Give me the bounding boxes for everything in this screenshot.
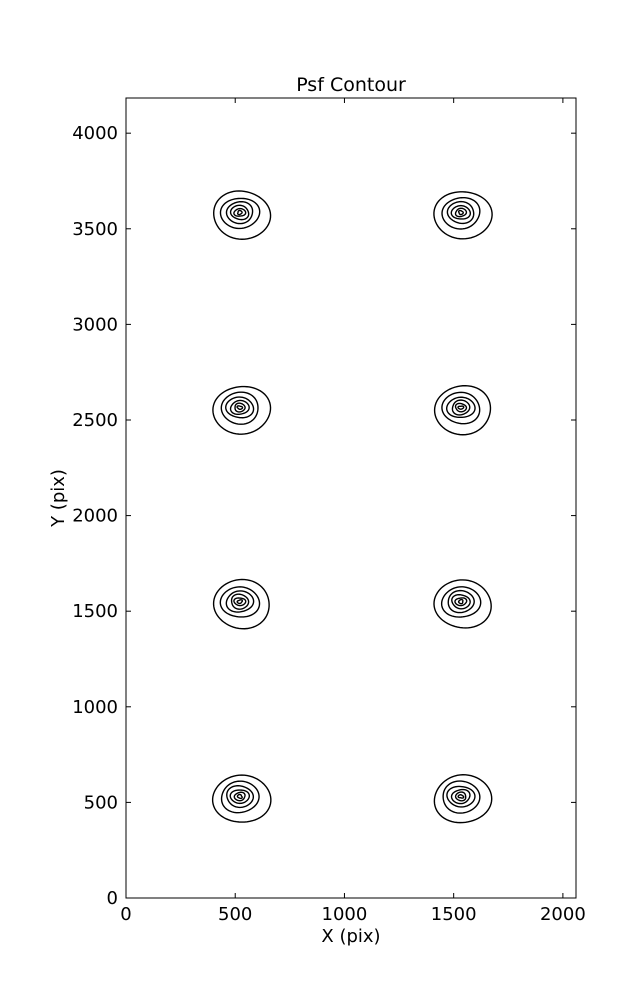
y-tick-label: 4000 (72, 123, 118, 144)
contour-ring (451, 399, 471, 416)
contour-ring (236, 599, 244, 605)
contour-ring (440, 586, 482, 618)
contour-ring (236, 209, 243, 216)
contour-ring (454, 597, 468, 607)
x-tick-label: 2000 (540, 904, 586, 925)
contour-ring (233, 207, 247, 217)
y-tick-label: 2000 (72, 506, 118, 527)
contour-ring (212, 190, 272, 240)
contour-ring (445, 396, 476, 419)
contour-ring (229, 399, 250, 416)
contour-ring (451, 594, 471, 610)
contour-ring (212, 385, 272, 435)
y-tick-label: 3000 (72, 314, 118, 335)
y-tick-label: 2500 (72, 410, 118, 431)
contour-ring (220, 391, 259, 425)
psf-contour-group (212, 578, 270, 630)
contour-ring (219, 197, 261, 230)
contour-ring (441, 196, 481, 230)
contour-ring (447, 589, 475, 614)
contour-ring (433, 774, 493, 824)
y-tick-label: 1500 (72, 601, 118, 622)
contour-ring (225, 200, 254, 225)
contour-ring (433, 384, 492, 436)
psf-contour-group (212, 190, 272, 240)
contour-ring (236, 793, 243, 800)
contour-ring (229, 204, 250, 221)
x-tick-label: 0 (120, 904, 131, 925)
x-axis-label: X (pix) (321, 926, 381, 947)
contour-ring (441, 391, 481, 425)
contour-ring (457, 405, 465, 410)
contour-ring (454, 791, 467, 802)
plot-title: Psf Contour (296, 74, 406, 96)
y-tick-label: 1000 (72, 697, 118, 718)
contour-ring (225, 396, 255, 419)
contour-ring (234, 402, 246, 413)
x-tick-label: 1000 (322, 904, 368, 925)
y-tick-label: 0 (107, 888, 118, 909)
contour-ring (454, 207, 468, 218)
y-axis-label-text: Y (pix) (48, 469, 69, 527)
contour-ring (230, 593, 250, 610)
psf-contour-group (433, 384, 492, 436)
plot-border (125, 97, 577, 899)
contour-ring (212, 578, 270, 630)
contour-ring (220, 780, 260, 814)
psf-contour-group (433, 774, 493, 824)
contour-ring (433, 191, 493, 240)
psf-contour-group (212, 385, 272, 435)
psf-contour-group (433, 579, 492, 629)
x-tick-label: 500 (218, 904, 252, 925)
contour-ring (454, 402, 468, 413)
contour-ring (450, 204, 472, 220)
psf-contour-group (433, 191, 493, 240)
contour-ring (233, 791, 246, 802)
y-tick-label: 3500 (72, 219, 118, 240)
x-tick-label: 1500 (431, 904, 477, 925)
contour-ring (233, 597, 247, 607)
contour-ring (446, 200, 475, 225)
contour-ring (433, 579, 492, 629)
contour-ring (236, 405, 244, 411)
contour-ring (225, 590, 255, 613)
contour-ring (219, 586, 261, 618)
y-tick-label: 500 (84, 792, 118, 813)
contour-ring (457, 794, 465, 799)
contour-ring (226, 785, 255, 809)
contour-ring (446, 785, 476, 808)
contour-ring (442, 780, 481, 814)
contour-ring (229, 789, 251, 805)
contour-ring (457, 598, 464, 605)
psf-contour-group (211, 774, 272, 823)
contour-ring (457, 209, 464, 216)
contour-ring (450, 788, 471, 805)
contour-ring (211, 774, 272, 823)
